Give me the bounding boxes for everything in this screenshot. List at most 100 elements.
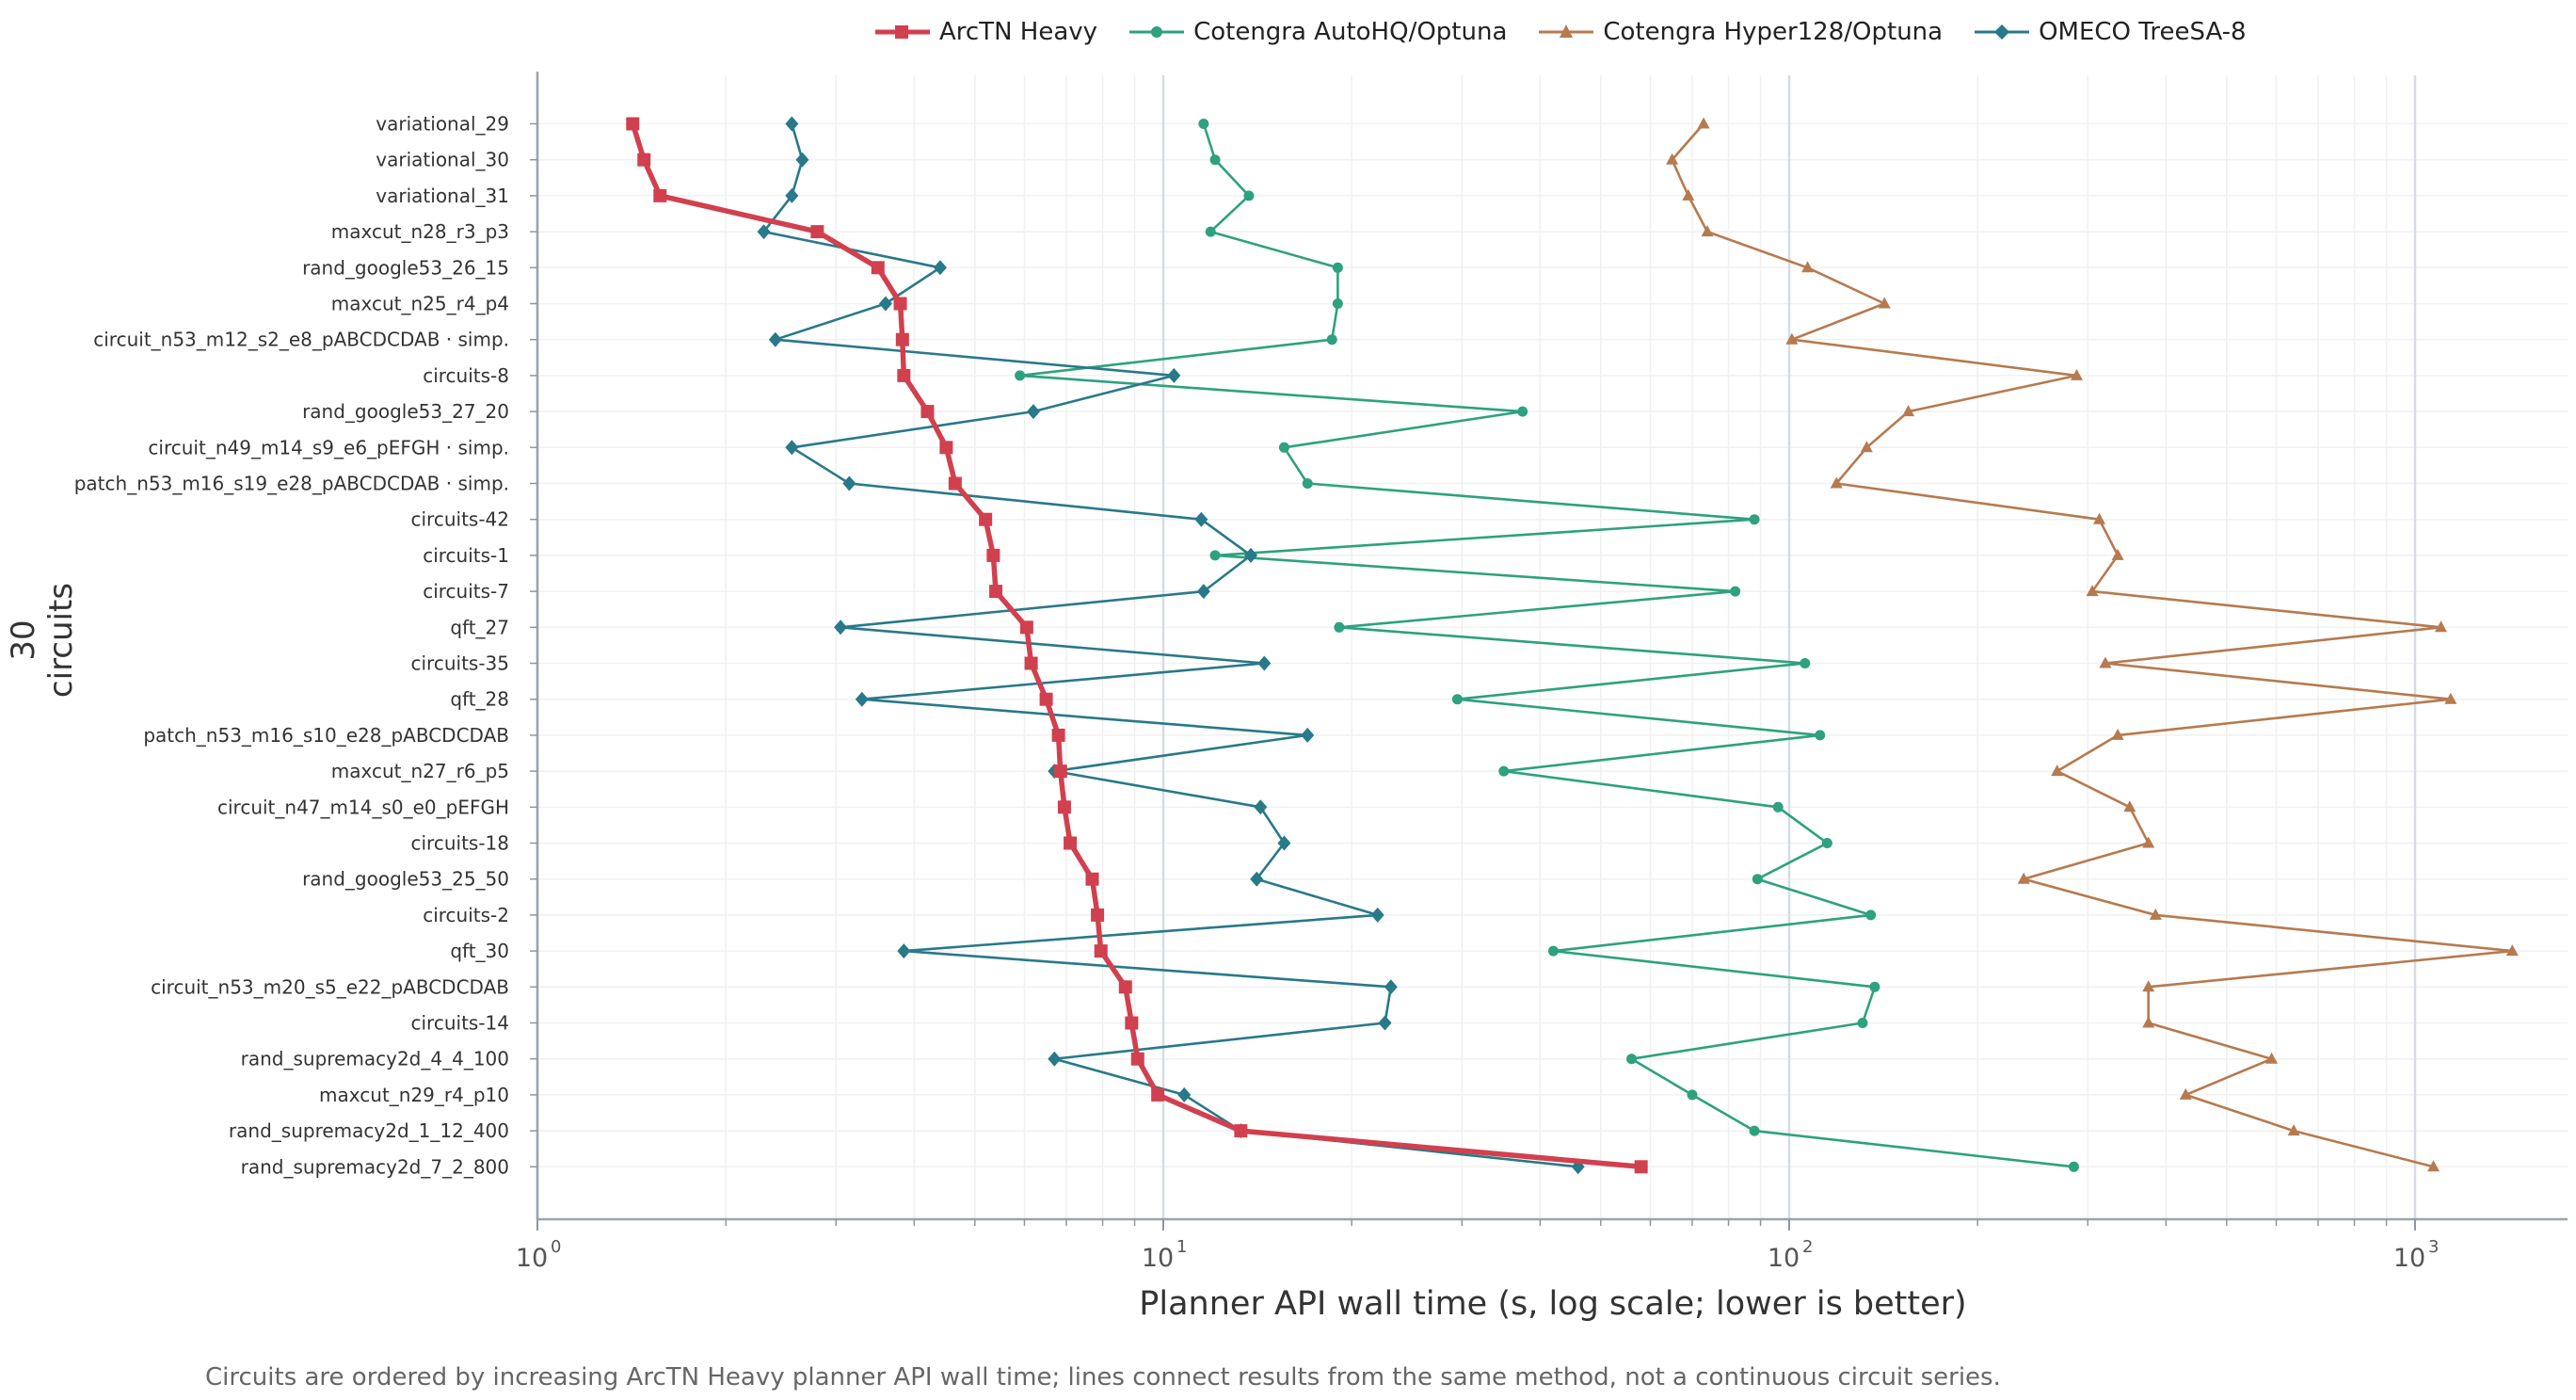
data-point-arctn-heavy: [871, 261, 885, 275]
data-point-omeco-treesa-8: [1177, 1086, 1192, 1102]
data-point-cotengra-hyper128-optuna: [2093, 512, 2106, 524]
data-point-cotengra-hyper128-optuna: [2179, 1087, 2192, 1100]
data-point-omeco-treesa-8: [785, 116, 799, 132]
x-tick-label: 10: [2393, 1244, 2425, 1273]
data-point-cotengra-hyper128-optuna: [1830, 476, 1843, 489]
data-point-cotengra-autohq-optuna: [1198, 119, 1209, 129]
data-point-cotengra-autohq-optuna: [1547, 945, 1559, 957]
data-point-omeco-treesa-8: [795, 152, 809, 168]
data-point-cotengra-autohq-optuna: [2068, 1161, 2079, 1172]
data-point-arctn-heavy: [1051, 728, 1065, 742]
x-axis-label: Planner API wall time (s, log scale; low…: [1139, 1285, 1967, 1323]
y-tick-label: circuits-35: [411, 652, 510, 675]
y-tick-label: qft_28: [450, 688, 509, 711]
data-point-cotengra-hyper128-optuna: [1697, 117, 1710, 129]
legend-swatch-omeco-treesa: [1975, 24, 2030, 40]
y-tick-label: variational_31: [376, 185, 509, 207]
data-point-arctn-heavy: [1039, 692, 1053, 706]
data-point-omeco-treesa-8: [1026, 404, 1040, 420]
y-tick-label: circuits-18: [411, 832, 510, 855]
data-point-omeco-treesa-8: [1378, 1015, 1392, 1031]
data-point-arctn-heavy: [1125, 1016, 1139, 1030]
data-point-arctn-heavy: [920, 405, 935, 419]
x-tick-label: 10: [516, 1244, 548, 1273]
data-point-cotengra-autohq-optuna: [1209, 550, 1221, 561]
data-point-cotengra-hyper128-optuna: [1682, 188, 1695, 201]
data-point-cotengra-hyper128-optuna: [2111, 728, 2124, 740]
data-point-omeco-treesa-8: [1257, 655, 1272, 671]
data-point-cotengra-autohq-optuna: [1800, 658, 1811, 668]
y-tick-label: rand_supremacy2d_7_2_800: [241, 1155, 509, 1178]
data-point-cotengra-hyper128-optuna: [2142, 1016, 2155, 1028]
legend-swatch-cotengra-hyper128: [1539, 24, 1594, 38]
data-point-arctn-heavy: [897, 368, 911, 382]
data-point-cotengra-hyper128-optuna: [2123, 800, 2136, 813]
legend-item-arctn-heavy: ArcTN Heavy: [875, 18, 1097, 46]
data-point-cotengra-hyper128-optuna: [2287, 1124, 2300, 1136]
data-point-omeco-treesa-8: [1048, 1051, 1062, 1067]
y-tick-label: maxcut_n27_r6_p5: [331, 760, 509, 782]
data-point-cotengra-hyper128-optuna: [2435, 620, 2448, 633]
data-point-arctn-heavy: [1094, 944, 1108, 958]
data-point-cotengra-hyper128-optuna: [1666, 153, 1679, 165]
data-point-arctn-heavy: [1057, 800, 1071, 814]
y-tick-label: rand_supremacy2d_4_4_100: [241, 1048, 509, 1070]
y-tick-label: circuit_n53_m20_s5_e22_pABCDCDAB: [151, 975, 509, 998]
y-tick-label: circuits-14: [411, 1012, 510, 1035]
data-point-arctn-heavy: [626, 117, 640, 131]
y-tick-label: circuit_n53_m12_s2_e8_pABCDCDAB · simp.: [93, 329, 509, 351]
data-point-arctn-heavy: [1024, 656, 1038, 670]
data-point-cotengra-autohq-optuna: [1749, 514, 1760, 525]
data-point-cotengra-hyper128-optuna: [1860, 441, 1873, 453]
data-point-omeco-treesa-8: [855, 691, 869, 707]
data-point-cotengra-hyper128-optuna: [2265, 1052, 2279, 1064]
data-point-arctn-heavy: [1019, 620, 1033, 635]
data-point-cotengra-autohq-optuna: [1865, 909, 1877, 921]
legend-swatch-cotengra-autohq: [1129, 26, 1185, 38]
data-point-arctn-heavy: [653, 188, 667, 202]
data-point-cotengra-hyper128-optuna: [2017, 872, 2030, 884]
data-point-omeco-treesa-8: [1384, 979, 1398, 995]
data-point-cotengra-hyper128-optuna: [1902, 405, 1915, 417]
data-point-cotengra-autohq-optuna: [1334, 621, 1345, 633]
y-tick-label: maxcut_n25_r4_p4: [331, 293, 509, 315]
data-point-omeco-treesa-8: [897, 943, 911, 959]
chart-caption: Circuits are ordered by increasing ArcTN…: [205, 1363, 2001, 1392]
data-point-cotengra-autohq-optuna: [1332, 298, 1343, 309]
data-point-cotengra-hyper128-optuna: [2505, 944, 2519, 957]
data-point-cotengra-autohq-optuna: [1243, 190, 1255, 201]
data-point-omeco-treesa-8: [785, 440, 799, 456]
data-point-cotengra-autohq-optuna: [1730, 586, 1741, 597]
data-point-arctn-heavy: [893, 297, 907, 311]
data-point-cotengra-hyper128-optuna: [2070, 368, 2083, 380]
data-point-arctn-heavy: [810, 225, 824, 239]
data-point-cotengra-hyper128-optuna: [1878, 297, 1891, 309]
series-line-cotengra-autohq-optuna: [1018, 122, 2075, 1168]
data-point-cotengra-autohq-optuna: [1015, 370, 1026, 381]
data-point-arctn-heavy: [1085, 872, 1099, 886]
y-tick-label: qft_30: [450, 940, 509, 962]
data-point-omeco-treesa-8: [933, 260, 947, 276]
legend-label-cotengra-autohq: Cotengra AutoHQ/Optuna: [1193, 18, 1508, 46]
data-point-omeco-treesa-8: [1167, 367, 1181, 383]
data-point-omeco-treesa-8: [757, 224, 771, 240]
series-line-cotengra-hyper128-optuna: [1671, 122, 2514, 1168]
data-point-omeco-treesa-8: [1250, 871, 1264, 887]
y-tick-label: patch_n53_m16_s10_e28_pABCDCDAB: [143, 724, 509, 747]
y-axis-label: 30 circuits: [5, 582, 80, 699]
data-point-arctn-heavy: [1634, 1160, 1648, 1174]
axes: 10 0 10 1 10 2 10 3variational_29variational_30…: [74, 72, 2568, 1273]
data-point-arctn-heavy: [939, 441, 953, 455]
data-point-omeco-treesa-8: [785, 187, 799, 203]
y-tick-label: patch_n53_m16_s19_e28_pABCDCDAB · simp.: [74, 473, 509, 495]
y-tick-label: rand_google53_26_15: [302, 256, 509, 279]
y-tick-label: circuits-2: [423, 904, 509, 926]
y-tick-label: circuit_n47_m14_s0_e0_pEFGH: [217, 796, 509, 818]
data-point-cotengra-hyper128-optuna: [2142, 980, 2155, 992]
data-point-cotengra-hyper128-optuna: [2142, 836, 2155, 848]
legend-item-cotengra-hyper128: Cotengra Hyper128/Optuna: [1539, 18, 1943, 46]
data-point-arctn-heavy: [1130, 1052, 1144, 1066]
legend-swatch-arctn-heavy: [875, 25, 930, 39]
data-point-cotengra-autohq-optuna: [1498, 765, 1510, 777]
data-point-cotengra-autohq-optuna: [1687, 1089, 1698, 1101]
